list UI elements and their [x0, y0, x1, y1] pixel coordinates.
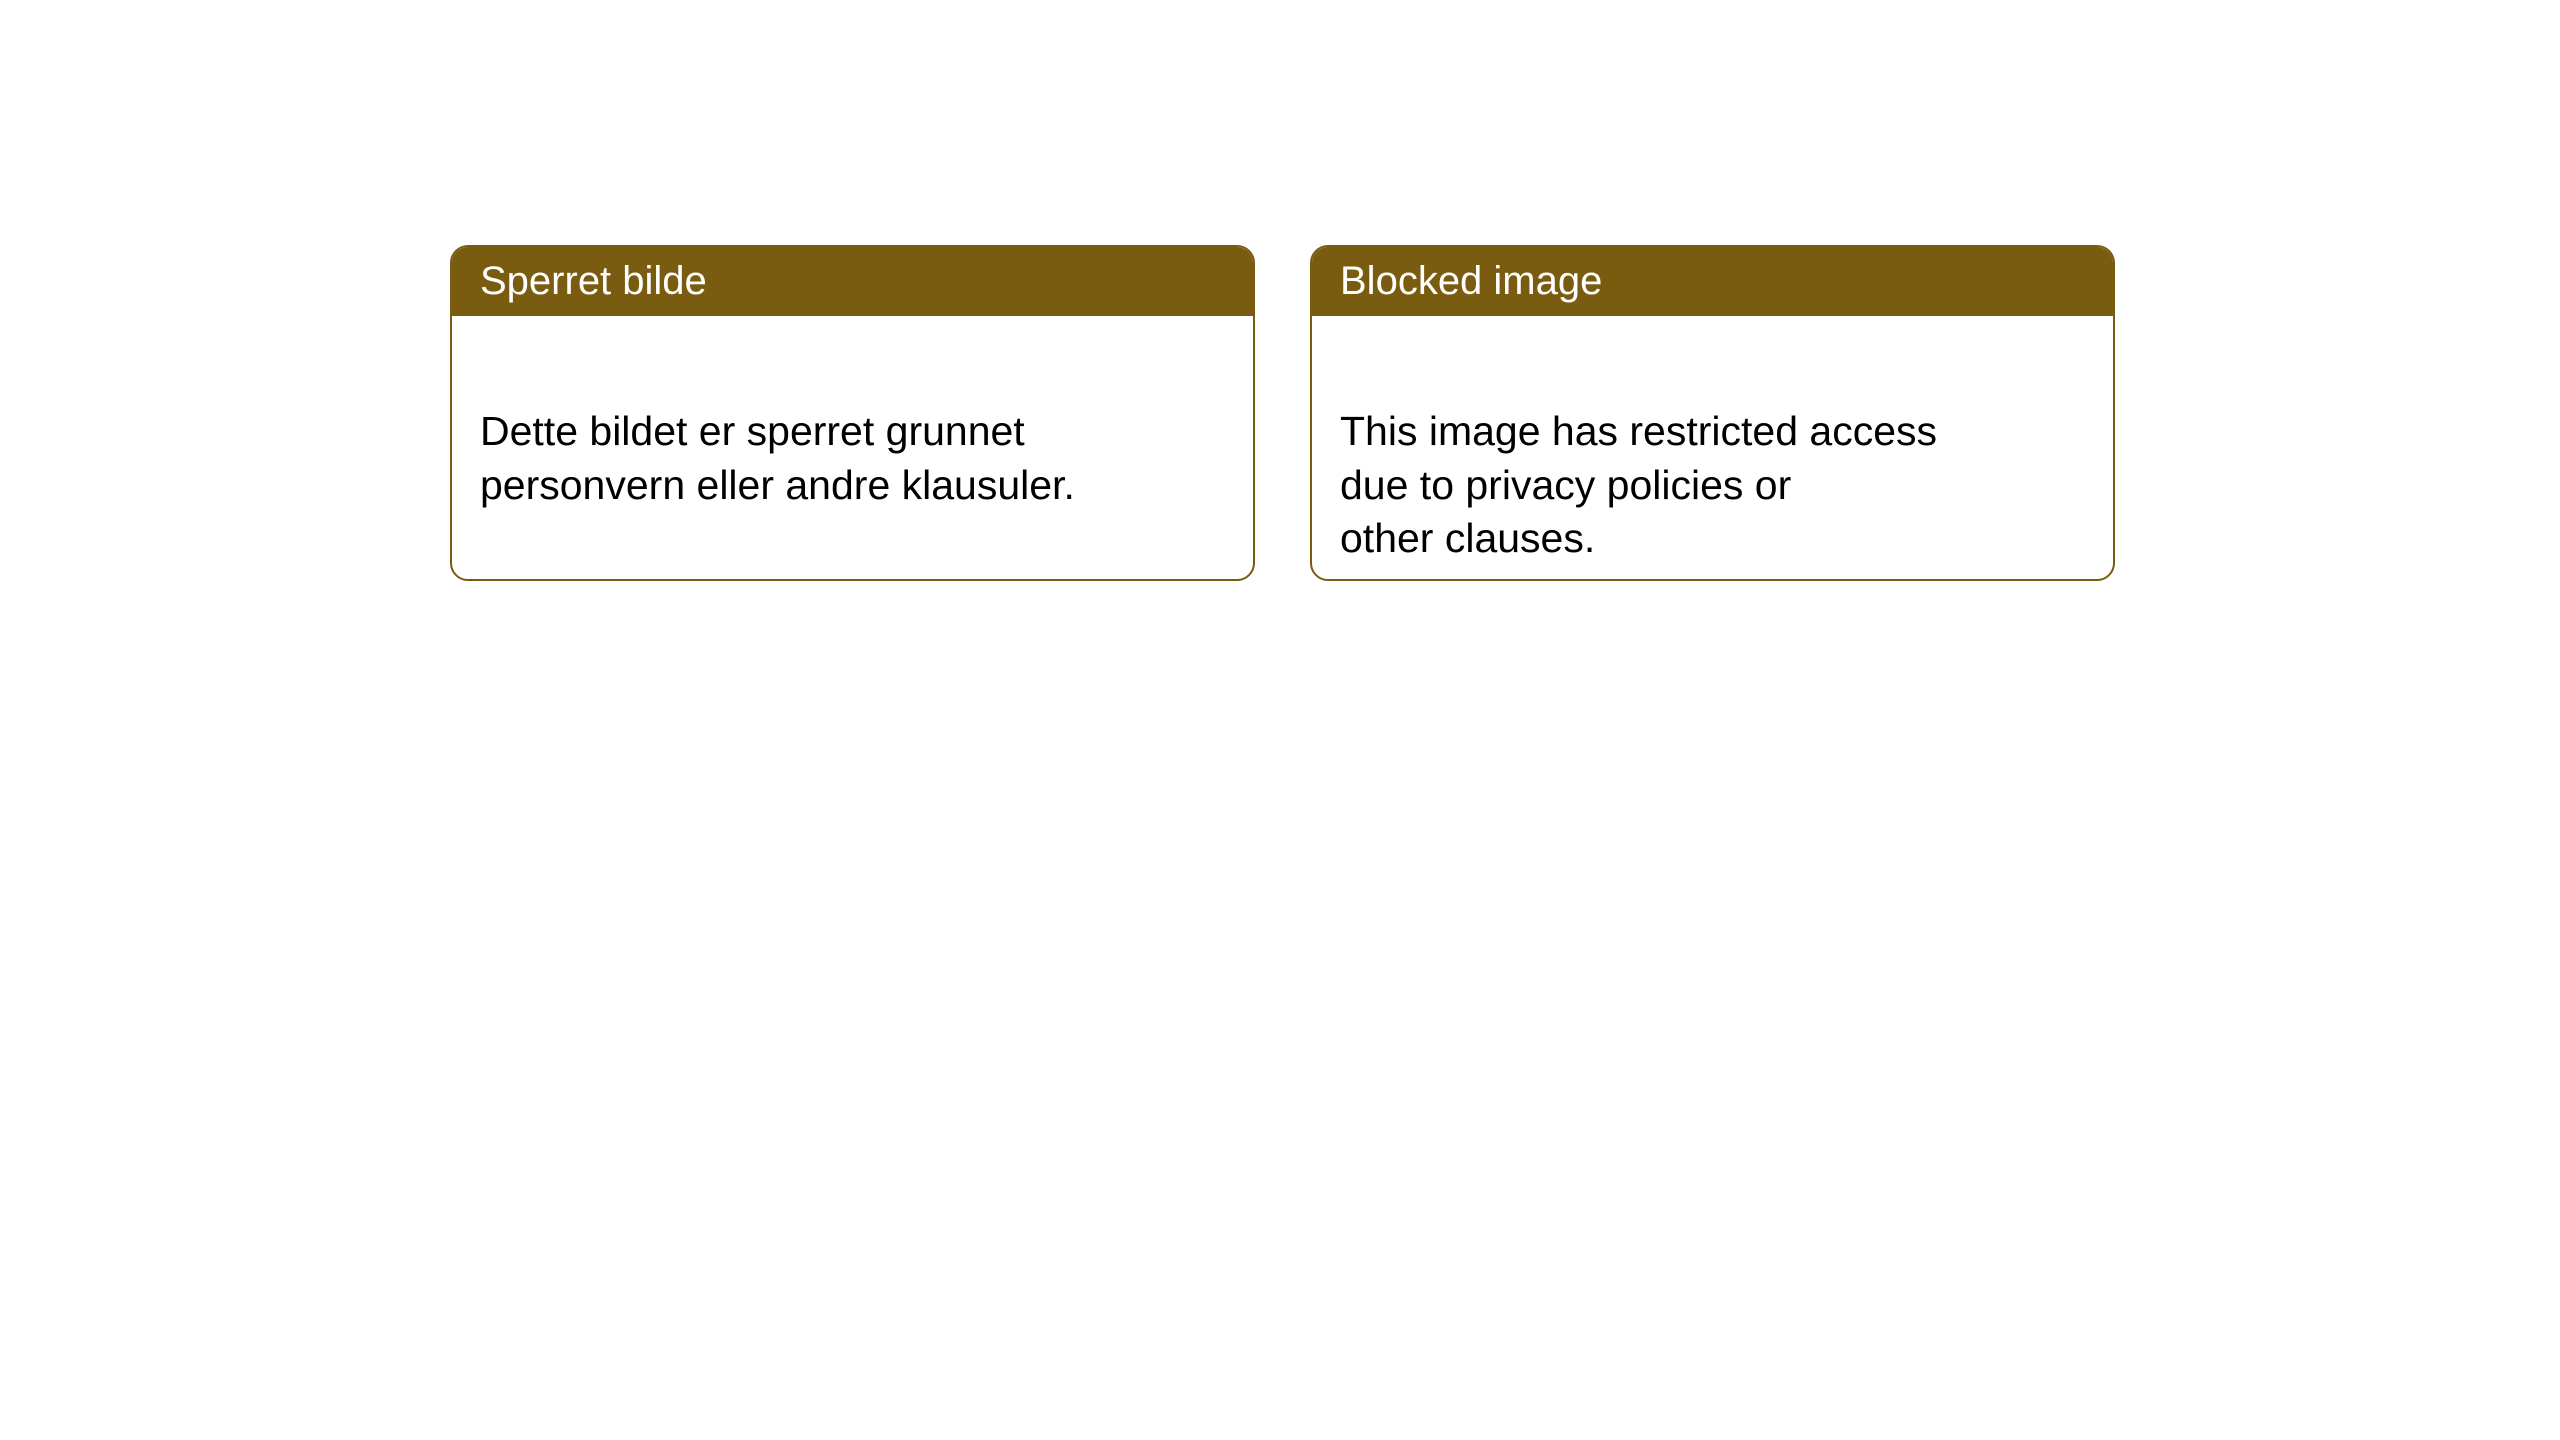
notice-body: This image has restricted access due to …	[1312, 316, 2113, 581]
notice-header: Sperret bilde	[452, 247, 1253, 316]
notice-title: Sperret bilde	[480, 259, 707, 303]
notice-header: Blocked image	[1312, 247, 2113, 316]
notice-title: Blocked image	[1340, 259, 1602, 303]
notice-message: This image has restricted access due to …	[1340, 408, 1937, 561]
notice-card-english: Blocked image This image has restricted …	[1310, 245, 2115, 581]
notice-card-norwegian: Sperret bilde Dette bildet er sperret gr…	[450, 245, 1255, 581]
notice-message: Dette bildet er sperret grunnet personve…	[480, 408, 1075, 507]
notice-body: Dette bildet er sperret grunnet personve…	[452, 316, 1253, 548]
notice-container: Sperret bilde Dette bildet er sperret gr…	[450, 245, 2115, 581]
